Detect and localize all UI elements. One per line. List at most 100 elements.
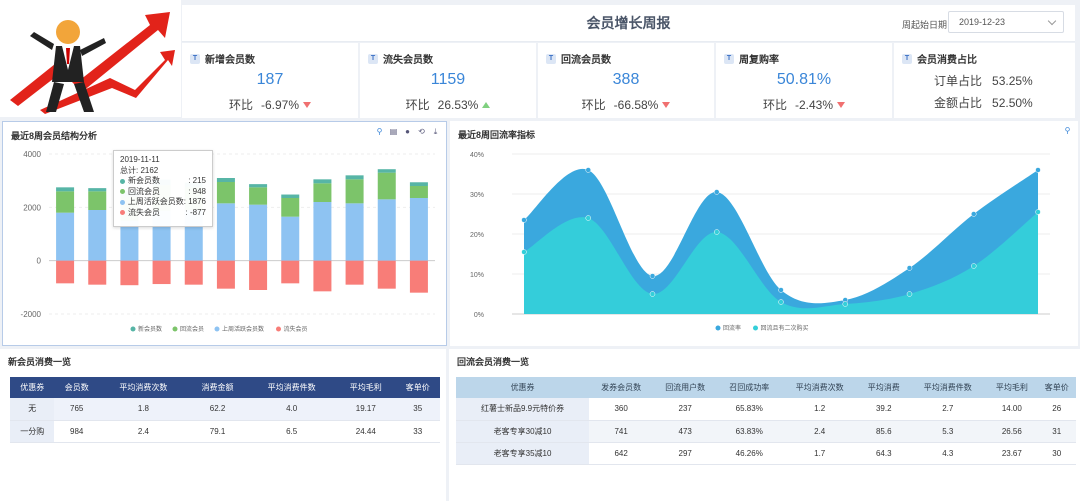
link-icon[interactable]: ⚲	[1064, 126, 1071, 135]
bar-segment[interactable]	[377, 260, 396, 289]
table-row[interactable]: 红薯士新品9.9元特价券 360 237 65.83% 1.2 39.2 2.7 14.00 2…	[456, 398, 1076, 421]
legend-marker[interactable]	[276, 326, 281, 332]
bar-segment[interactable]	[281, 194, 300, 198]
bar-segment[interactable]	[281, 198, 300, 217]
legend-label[interactable]: 流失会员	[284, 325, 308, 333]
data-point[interactable]	[971, 263, 977, 269]
bar-segment[interactable]	[377, 169, 396, 173]
week-start-date-select[interactable]: 2019-12-23	[948, 11, 1064, 33]
table-row[interactable]: 老客专享35减10 642 297 46.26% 1.7 64.3 4.3 23.67 30	[456, 442, 1076, 465]
bar-segment[interactable]	[377, 199, 396, 261]
column-header[interactable]: 会员数	[54, 377, 99, 398]
data-point[interactable]	[971, 211, 977, 217]
table-row[interactable]: 一分购 984 2.4 79.1 6.5 24.44 33	[10, 420, 440, 443]
data-point[interactable]	[585, 215, 591, 221]
column-header[interactable]: 优惠券	[10, 377, 55, 398]
bar-segment[interactable]	[184, 260, 203, 285]
data-point[interactable]	[1035, 167, 1041, 173]
download-icon[interactable]: ⤓	[433, 127, 438, 136]
restore-icon[interactable]: ⟲	[418, 127, 425, 136]
bar-segment[interactable]	[409, 260, 428, 293]
bar-segment[interactable]	[88, 188, 107, 192]
column-header[interactable]: 平均消费件数	[247, 377, 337, 398]
data-point[interactable]	[778, 287, 784, 293]
data-point[interactable]	[521, 217, 527, 223]
bar-segment[interactable]	[409, 182, 428, 186]
bar-segment[interactable]	[216, 203, 235, 261]
bar-segment[interactable]	[88, 191, 107, 210]
bar-segment[interactable]	[216, 178, 235, 182]
column-header[interactable]: 平均消费次数	[98, 377, 188, 398]
bar-segment[interactable]	[216, 260, 235, 289]
legend-label[interactable]: 回流会员	[180, 325, 204, 333]
column-header[interactable]: 优惠券	[456, 377, 590, 398]
bar-segment[interactable]	[313, 179, 332, 184]
bar-segment[interactable]	[313, 183, 332, 202]
legend-label[interactable]: 新会员数	[138, 325, 162, 333]
bar-segment[interactable]	[249, 260, 268, 290]
bar-segment[interactable]	[281, 260, 300, 284]
column-header[interactable]: 平均消费件数	[909, 377, 987, 398]
legend-label[interactable]: 回流且有二次购买	[761, 324, 809, 332]
data-point[interactable]	[649, 273, 656, 279]
legend-marker[interactable]	[753, 325, 758, 331]
data-point[interactable]	[906, 291, 913, 297]
bar-segment[interactable]	[249, 187, 268, 205]
bar-segment[interactable]	[345, 260, 364, 285]
legend-marker[interactable]	[715, 325, 721, 331]
data-point[interactable]	[521, 249, 527, 255]
legend-label[interactable]: 上周活跃会员数	[222, 325, 264, 333]
bar-segment[interactable]	[409, 198, 428, 261]
column-header[interactable]: 平均消费次数	[781, 377, 859, 398]
bar-segment[interactable]	[56, 191, 75, 213]
info-icon[interactable]: ●	[405, 127, 410, 136]
member-structure-bar-chart[interactable]: 4000 2000 0 -2000 新会员数 回流会员 上周活跃会员数 流失会员	[3, 122, 446, 345]
data-point[interactable]	[778, 299, 784, 305]
bar-segment[interactable]	[313, 202, 332, 261]
column-header[interactable]: 回流用户数	[653, 377, 718, 398]
link-icon[interactable]: ⚲	[376, 127, 383, 136]
column-header[interactable]: 发券会员数	[589, 377, 654, 398]
column-header[interactable]: 召回成功率	[717, 377, 782, 398]
bar-segment[interactable]	[249, 204, 268, 261]
bar-segment[interactable]	[249, 184, 268, 188]
bar-segment[interactable]	[152, 260, 171, 285]
return-rate-area-chart[interactable]: 40% 30% 20% 10% 0% 回流率 回流且有二次购买	[450, 121, 1078, 346]
bar-segment[interactable]	[216, 182, 235, 204]
bar-segment[interactable]	[281, 216, 300, 261]
column-header[interactable]: 客单价	[395, 377, 440, 398]
column-header[interactable]: 平均消费	[858, 377, 910, 398]
data-view-icon[interactable]: ▤	[389, 127, 398, 136]
column-header[interactable]: 消费金额	[187, 377, 248, 398]
data-point[interactable]	[714, 229, 720, 235]
data-point[interactable]	[714, 189, 720, 195]
area-series[interactable]	[524, 212, 1038, 314]
bar-segment[interactable]	[56, 187, 75, 192]
data-point[interactable]	[842, 301, 848, 307]
bar-segment[interactable]	[88, 260, 107, 285]
bar-segment[interactable]	[313, 260, 332, 292]
legend-marker[interactable]	[172, 326, 178, 332]
bar-segment[interactable]	[345, 175, 364, 180]
table-row[interactable]: 老客专享30减10 741 473 63.83% 2.4 85.6 5.3 26.56 31	[456, 420, 1076, 443]
bar-segment[interactable]	[56, 212, 75, 261]
legend-marker[interactable]	[214, 326, 220, 332]
data-point[interactable]	[906, 265, 913, 271]
data-point[interactable]	[1035, 209, 1041, 215]
bar-segment[interactable]	[345, 203, 364, 261]
bar-segment[interactable]	[409, 186, 428, 198]
column-header[interactable]: 客单价	[1037, 377, 1076, 398]
legend-marker[interactable]	[130, 326, 136, 332]
bar-segment[interactable]	[377, 172, 396, 200]
bar-segment[interactable]	[88, 210, 107, 261]
bar-segment[interactable]	[345, 179, 364, 204]
column-header[interactable]: 平均毛利	[986, 377, 1038, 398]
table-row[interactable]: 无 765 1.8 62.2 4.0 19.17 35	[10, 398, 440, 421]
legend-label[interactable]: 回流率	[723, 324, 741, 332]
data-point[interactable]	[585, 167, 591, 173]
bar-segment[interactable]	[56, 260, 75, 284]
bar-segment[interactable]	[120, 260, 139, 286]
column-header[interactable]: 平均毛利	[336, 377, 396, 398]
data-point[interactable]	[649, 291, 656, 297]
bar-segment[interactable]	[120, 220, 139, 261]
